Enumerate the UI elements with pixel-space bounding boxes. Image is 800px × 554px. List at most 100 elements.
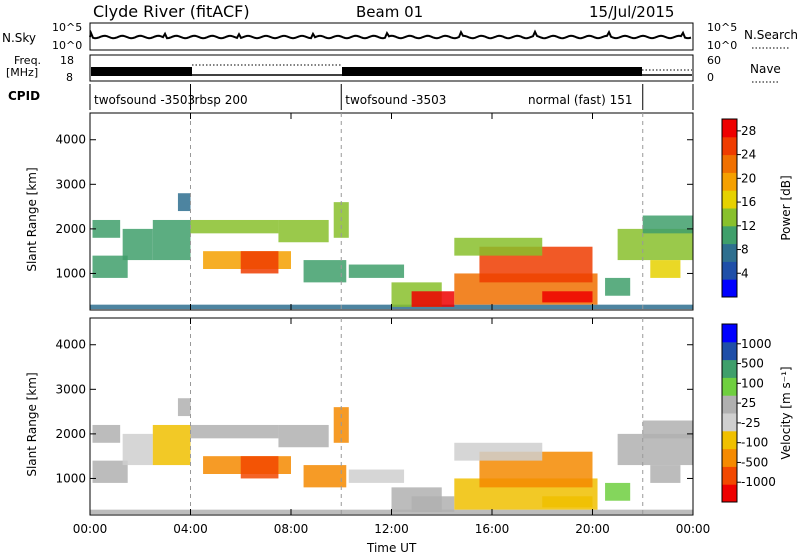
velocity-region [122, 433, 153, 466]
colorbar-cell [722, 359, 737, 378]
velocity-frame [89, 317, 694, 516]
freq-panel: Freq. [MHz] 18 8 60 0 Nave [6, 54, 781, 84]
time-axis-label: Time UT [366, 541, 417, 554]
power-region [605, 277, 631, 296]
velocity-colorbar-label: Velocity [m s⁻¹] [779, 366, 793, 459]
colorbar-tick-label: 12 [741, 219, 756, 233]
velocity-region [278, 424, 329, 448]
y-tick-label: 4000 [55, 338, 86, 352]
velocity-region [92, 424, 121, 443]
velocity-region [190, 424, 279, 439]
colorbar-tick-label: 28 [741, 124, 756, 138]
velocity-region [152, 424, 191, 466]
power-region [454, 237, 543, 256]
nave-tick-top: 60 [707, 54, 721, 67]
y-tick-label: 4000 [55, 133, 86, 147]
colorbar-cell [722, 466, 737, 485]
velocity-region [240, 456, 279, 479]
y-tick-label: 2000 [55, 222, 86, 236]
power-ylabel: Slant Range [km] [25, 167, 39, 271]
y-tick-label: 1000 [55, 471, 86, 485]
velocity-panel: 1000 2000 3000 4000 00:00 04:00 08:00 12:00 16:… [25, 317, 793, 554]
x-tick-label: 00:00 [676, 522, 711, 536]
colorbar-cell [722, 324, 737, 343]
cpid-row: CPID twofsound -3503 rbsp 200 twofsound -3… [8, 84, 694, 110]
power-region [122, 228, 153, 261]
colorbar-cell [722, 225, 737, 245]
colorbar-cell [722, 243, 737, 262]
colorbar-frame [721, 323, 738, 503]
freq-block-0 [91, 67, 192, 76]
colorbar-cell [722, 279, 737, 298]
freq-unit-label: [MHz] [6, 66, 38, 79]
nsky-trace [89, 29, 692, 40]
colorbar-tick-label: -100 [741, 436, 768, 450]
x-tick-label: 20:00 [575, 522, 610, 536]
power-region [617, 228, 693, 261]
colorbar-tick-label: 16 [741, 195, 756, 209]
power-region [92, 255, 128, 278]
colorbar-cell [722, 119, 737, 138]
colorbar-tick-label: 24 [741, 148, 756, 162]
power-region [190, 219, 279, 234]
freq-tick-bottom: 8 [66, 71, 73, 84]
velocity-region [542, 496, 593, 508]
y-tick-label: 3000 [55, 177, 86, 191]
colorbar-tick-label: -500 [741, 455, 768, 469]
nsky-label: N.Sky [2, 31, 36, 45]
power-region [642, 215, 693, 234]
colorbar-tick-label: 4 [741, 266, 749, 280]
velocity-region [348, 469, 405, 483]
station-title: Clyde River (fitACF) [93, 2, 250, 21]
colorbar-tick-label: -1000 [741, 475, 776, 489]
power-region [92, 219, 121, 238]
cpid-segment-label: twofsound -3503 [345, 93, 446, 107]
cpid-segment-label: twofsound -3503 [94, 93, 195, 107]
cpid-label: CPID [8, 89, 40, 103]
nave-label: Nave [750, 62, 781, 76]
colorbar-cell [722, 172, 737, 191]
colorbar-cell [722, 341, 737, 361]
velocity-region [605, 482, 631, 501]
colorbar-tick-label: 8 [741, 243, 749, 257]
velocity-region [411, 496, 455, 512]
power-region [542, 291, 593, 303]
cpid-segment-label: normal (fast) 151 [528, 93, 632, 107]
colorbar-cell [722, 190, 737, 209]
nsearch-label: N.Search [744, 28, 798, 42]
colorbar-cell [722, 261, 737, 280]
power-region [177, 193, 191, 212]
x-tick-label: 00:00 [73, 522, 108, 536]
velocity-region [617, 433, 693, 466]
freq-tick-top: 18 [60, 54, 74, 67]
colorbar-cell [722, 484, 737, 503]
power-panel: 1000 2000 3000 4000 Slant Range [km] 4 8 12 16… [25, 112, 793, 311]
x-tick-label: 16:00 [475, 522, 510, 536]
beam-label: Beam 01 [356, 3, 423, 21]
freq-label: Freq. [14, 54, 41, 67]
power-colorbar-label: Power [dB] [779, 175, 793, 240]
date-label: 15/Jul/2015 [589, 3, 674, 21]
velocity-region [642, 420, 693, 439]
velocity-region [454, 442, 543, 461]
x-tick-label: 12:00 [374, 522, 409, 536]
y-tick-label: 3000 [55, 382, 86, 396]
colorbar-cell [722, 413, 737, 432]
velocity-ylabel: Slant Range [km] [25, 372, 39, 476]
nsearch-tick-top: 10^5 [707, 21, 737, 34]
power-frame [89, 112, 694, 311]
freq-frame [89, 54, 694, 82]
colorbar-cell [722, 377, 737, 396]
x-tick-label: 04:00 [173, 522, 208, 536]
cpid-segment-label: rbsp 200 [195, 93, 248, 107]
colorbar-cell [722, 395, 737, 414]
colorbar-cell [722, 208, 737, 227]
nsky-tick-bottom: 10^0 [52, 39, 82, 52]
freq-block-2 [342, 67, 642, 76]
power-region [240, 251, 279, 274]
velocity-region [303, 465, 347, 488]
colorbar-tick-label: 20 [741, 171, 756, 185]
colorbar-cell [722, 136, 737, 156]
y-tick-label: 1000 [55, 266, 86, 280]
